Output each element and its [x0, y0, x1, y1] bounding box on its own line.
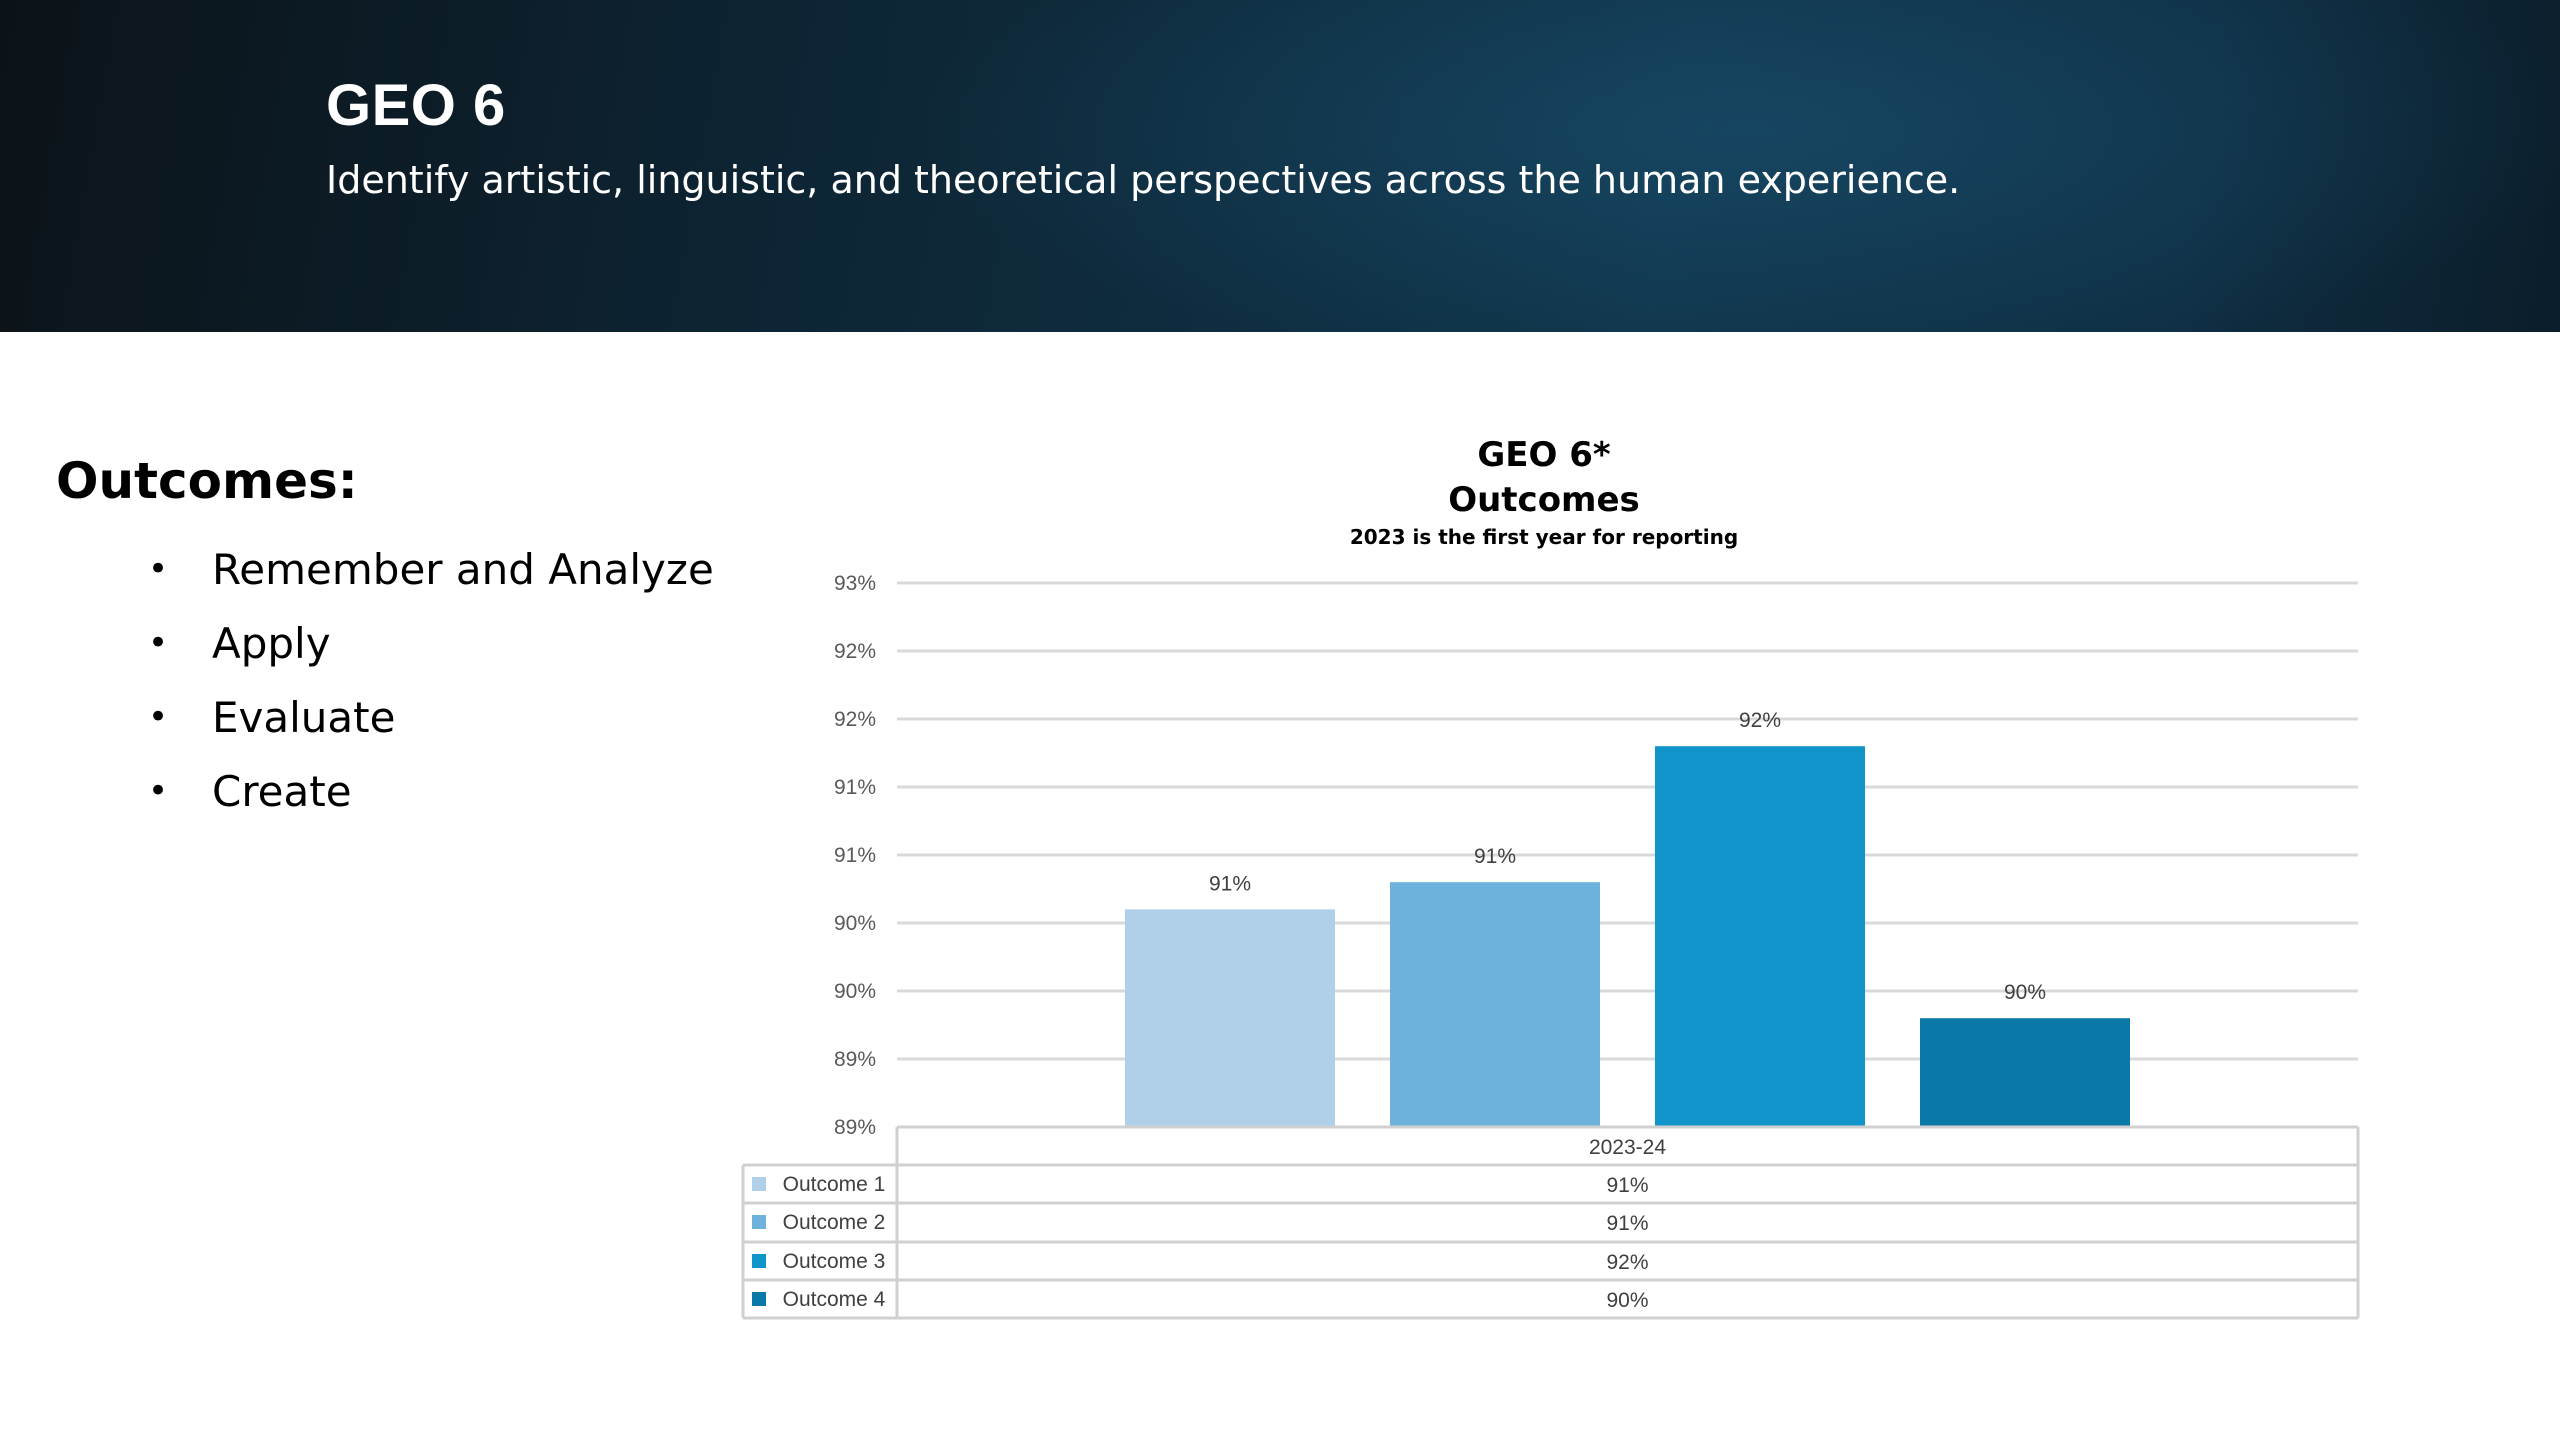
x-category-label: 2023-24: [1589, 1136, 1666, 1159]
y-tick-label: 90%: [834, 912, 876, 935]
data-label: 91%: [1474, 845, 1516, 868]
list-item: • Apply: [148, 606, 714, 680]
chart-subtitle: 2023 is the first year for reporting: [1350, 525, 1738, 549]
y-tick-label: 92%: [834, 708, 876, 731]
outcome-label: Evaluate: [212, 692, 396, 742]
bars: 91% 91% 92% 90%: [1125, 709, 2130, 1127]
bar-outcome-4: [1920, 1018, 2130, 1127]
outcome-label: Apply: [212, 618, 331, 668]
legend-label: Outcome 2: [783, 1211, 886, 1234]
outcomes-heading: Outcomes:: [56, 452, 358, 510]
bullet-icon: •: [148, 549, 169, 589]
bar-outcome-1: [1125, 909, 1335, 1127]
slide-title: GEO 6: [326, 73, 506, 138]
legend-swatch: [752, 1177, 766, 1191]
y-tick-label: 91%: [834, 844, 876, 867]
outcomes-list: • Remember and Analyze • Apply • Evaluate •…: [148, 532, 714, 828]
bullet-icon: •: [148, 771, 169, 811]
legend-label: Outcome 3: [783, 1250, 886, 1273]
chart-title: GEO 6*: [1477, 435, 1611, 475]
legend-swatch: [752, 1215, 766, 1229]
y-tick-label: 93%: [834, 572, 876, 595]
legend-label: Outcome 1: [783, 1173, 886, 1196]
data-table: 2023-24 Outcome 1 91% Outcome 2 91% Outcome 3…: [741, 1125, 2360, 1320]
y-tick-label: 92%: [834, 640, 876, 663]
outcome-label: Remember and Analyze: [212, 544, 714, 594]
y-tick-label: 89%: [834, 1116, 876, 1139]
table-value: 92%: [1606, 1251, 1648, 1274]
bar-outcome-3: [1655, 746, 1865, 1127]
slide-subtitle: Identify artistic, linguistic, and theor…: [326, 158, 1961, 202]
outcome-label: Create: [212, 766, 352, 816]
slide-header: GEO 6 Identify artistic, linguistic, and…: [0, 0, 2560, 332]
chart-title-line2: Outcomes: [1448, 480, 1640, 520]
legend-swatch: [752, 1292, 766, 1306]
data-label: 90%: [2004, 981, 2046, 1004]
table-value: 90%: [1606, 1289, 1648, 1312]
list-item: • Evaluate: [148, 680, 714, 754]
data-label: 92%: [1739, 709, 1781, 732]
bullet-icon: •: [148, 697, 169, 737]
y-tick-label: 91%: [834, 776, 876, 799]
table-value: 91%: [1606, 1212, 1648, 1235]
legend-swatch: [752, 1254, 766, 1268]
y-tick-label: 89%: [834, 1048, 876, 1071]
bullet-icon: •: [148, 623, 169, 663]
list-item: • Remember and Analyze: [148, 532, 714, 606]
legend-label: Outcome 4: [783, 1288, 886, 1311]
header-glow: [900, 0, 2560, 332]
data-label: 91%: [1209, 872, 1251, 895]
y-tick-label: 90%: [834, 980, 876, 1003]
bar-outcome-2: [1390, 882, 1600, 1127]
list-item: • Create: [148, 754, 714, 828]
table-value: 91%: [1606, 1174, 1648, 1197]
